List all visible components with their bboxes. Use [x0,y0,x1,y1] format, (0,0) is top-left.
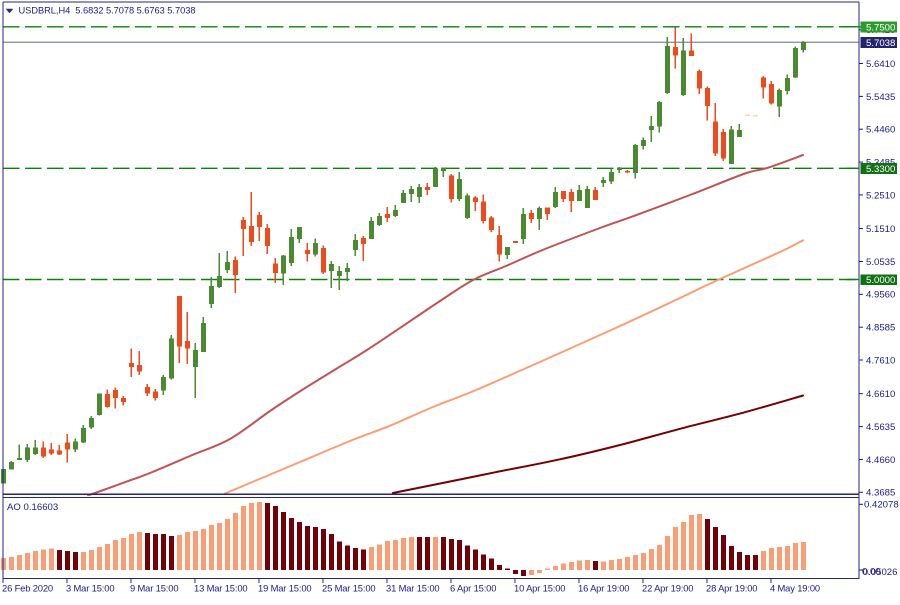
svg-text:4.3685: 4.3685 [866,488,895,499]
svg-text:4.7610: 4.7610 [866,355,895,366]
svg-text:31 Mar 15:00: 31 Mar 15:00 [386,583,439,594]
svg-text:AO 0.16603: AO 0.16603 [7,502,58,513]
svg-text:10 Apr 15:00: 10 Apr 15:00 [514,583,565,594]
svg-text:4.8585: 4.8585 [866,323,895,334]
svg-text:USDBRL,H4 5.6832 5.7078 5.676: USDBRL,H4 5.6832 5.7078 5.6763 5.7038 [19,6,196,16]
svg-text:5.3485: 5.3485 [866,158,895,169]
svg-text:4.4660: 4.4660 [866,455,895,466]
svg-text:5.2510: 5.2510 [866,190,895,201]
svg-text:4.5635: 4.5635 [866,422,895,433]
svg-text:26 Feb 2020: 26 Feb 2020 [2,583,53,594]
svg-text:5.1510: 5.1510 [866,224,895,235]
svg-text:4 May 19:00: 4 May 19:00 [770,583,820,594]
svg-text:6 Apr 15:00: 6 Apr 15:00 [450,583,496,594]
svg-text:19 Mar 15:00: 19 Mar 15:00 [258,583,311,594]
svg-text:0.00: 0.00 [862,567,881,578]
svg-text:16 Apr 19:00: 16 Apr 19:00 [578,583,629,594]
svg-text:5.5435: 5.5435 [866,92,895,103]
svg-text:28 Apr 19:00: 28 Apr 19:00 [706,583,757,594]
svg-text:4.9560: 4.9560 [866,290,895,301]
svg-text:5.0000: 5.0000 [866,275,895,286]
svg-text:4.6610: 4.6610 [866,389,895,400]
svg-text:5.7500: 5.7500 [866,22,895,33]
svg-text:0.42078: 0.42078 [864,500,899,511]
svg-text:5.0535: 5.0535 [866,257,895,268]
svg-text:5.6410: 5.6410 [866,59,895,70]
svg-text:13 Mar 15:00: 13 Mar 15:00 [194,583,247,594]
svg-text:5.7038: 5.7038 [866,38,895,49]
svg-text:5.3300: 5.3300 [866,164,895,175]
svg-text:22 Apr 19:00: 22 Apr 19:00 [642,583,693,594]
svg-text:25 Mar 15:00: 25 Mar 15:00 [322,583,375,594]
svg-text:9 Mar 15:00: 9 Mar 15:00 [130,583,178,594]
svg-text:5.4460: 5.4460 [866,125,895,136]
svg-text:0.05026: 0.05026 [863,567,898,578]
svg-text:3 Mar 15:00: 3 Mar 15:00 [66,583,114,594]
